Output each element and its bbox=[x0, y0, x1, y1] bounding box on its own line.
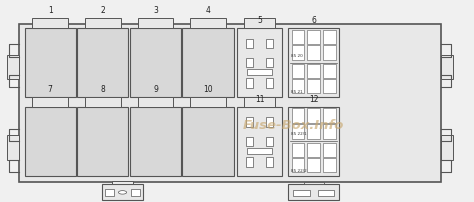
Bar bbox=[246, 58, 253, 67]
Bar bbox=[246, 137, 253, 146]
Bar bbox=[308, 79, 320, 93]
Bar bbox=[323, 64, 336, 78]
Bar bbox=[266, 157, 273, 167]
Bar bbox=[323, 108, 336, 123]
Text: 10: 10 bbox=[203, 85, 213, 94]
Bar bbox=[308, 30, 320, 44]
Bar bbox=[308, 64, 320, 78]
Bar bbox=[130, 107, 181, 176]
Bar bbox=[292, 79, 304, 93]
Bar bbox=[292, 45, 304, 60]
Text: 85 22/2: 85 22/2 bbox=[291, 169, 306, 173]
Bar bbox=[77, 107, 128, 176]
Bar bbox=[85, 97, 121, 107]
Bar bbox=[190, 97, 226, 107]
Bar bbox=[308, 45, 320, 60]
Bar bbox=[441, 135, 453, 160]
Bar bbox=[308, 124, 320, 139]
Text: 4: 4 bbox=[206, 6, 210, 15]
Bar bbox=[246, 39, 253, 48]
Bar bbox=[246, 78, 253, 88]
Bar bbox=[237, 28, 282, 97]
Bar bbox=[323, 143, 336, 157]
Bar bbox=[266, 117, 273, 127]
Bar bbox=[112, 181, 133, 184]
Text: 85 21: 85 21 bbox=[291, 90, 302, 94]
Text: 9: 9 bbox=[153, 85, 158, 94]
Bar bbox=[288, 28, 339, 97]
Bar bbox=[323, 45, 336, 60]
Bar bbox=[323, 79, 336, 93]
Bar bbox=[441, 55, 453, 79]
Bar bbox=[105, 189, 114, 196]
Bar bbox=[266, 137, 273, 146]
Bar bbox=[323, 124, 336, 139]
Bar bbox=[130, 28, 181, 97]
Bar bbox=[303, 182, 324, 184]
Text: 2: 2 bbox=[100, 6, 105, 15]
Bar bbox=[25, 28, 76, 97]
Bar bbox=[288, 107, 339, 176]
Bar bbox=[131, 189, 140, 196]
Bar bbox=[292, 158, 304, 172]
Bar bbox=[247, 148, 272, 154]
Text: 11: 11 bbox=[255, 95, 264, 104]
Bar bbox=[19, 24, 441, 182]
Bar bbox=[7, 55, 19, 79]
Bar bbox=[246, 117, 253, 127]
Text: 5: 5 bbox=[257, 16, 262, 25]
Bar bbox=[293, 190, 310, 196]
Bar bbox=[77, 28, 128, 97]
Bar bbox=[7, 135, 19, 160]
Bar bbox=[102, 184, 143, 200]
Text: 1: 1 bbox=[48, 6, 53, 15]
Text: 7: 7 bbox=[48, 85, 53, 94]
Bar bbox=[25, 107, 76, 176]
Bar bbox=[292, 64, 304, 78]
Text: 85 22/1: 85 22/1 bbox=[291, 132, 306, 136]
Bar bbox=[288, 184, 339, 200]
Text: 85 20: 85 20 bbox=[291, 54, 302, 58]
Bar bbox=[247, 69, 272, 75]
Bar bbox=[137, 18, 173, 28]
Bar bbox=[266, 39, 273, 48]
Bar bbox=[292, 30, 304, 44]
Bar bbox=[323, 158, 336, 172]
Bar bbox=[292, 108, 304, 123]
Bar bbox=[292, 124, 304, 139]
Text: Fuse-Box.Info: Fuse-Box.Info bbox=[243, 119, 345, 132]
Bar bbox=[182, 28, 234, 97]
Bar bbox=[292, 143, 304, 157]
Text: 3: 3 bbox=[153, 6, 158, 15]
Text: 12: 12 bbox=[309, 95, 319, 104]
Bar bbox=[182, 107, 234, 176]
Text: 6: 6 bbox=[311, 16, 316, 25]
Text: 8: 8 bbox=[100, 85, 105, 94]
Bar bbox=[190, 18, 226, 28]
Bar bbox=[266, 78, 273, 88]
Bar bbox=[308, 158, 320, 172]
Bar bbox=[244, 97, 275, 107]
Bar bbox=[137, 97, 173, 107]
Bar bbox=[244, 18, 275, 28]
Bar bbox=[246, 157, 253, 167]
Bar bbox=[308, 143, 320, 157]
Bar bbox=[308, 108, 320, 123]
Bar bbox=[318, 190, 334, 196]
Bar bbox=[32, 18, 68, 28]
Bar bbox=[85, 18, 121, 28]
Bar bbox=[266, 58, 273, 67]
Bar bbox=[32, 97, 68, 107]
Bar bbox=[323, 30, 336, 44]
Bar bbox=[237, 107, 282, 176]
Circle shape bbox=[118, 191, 127, 194]
